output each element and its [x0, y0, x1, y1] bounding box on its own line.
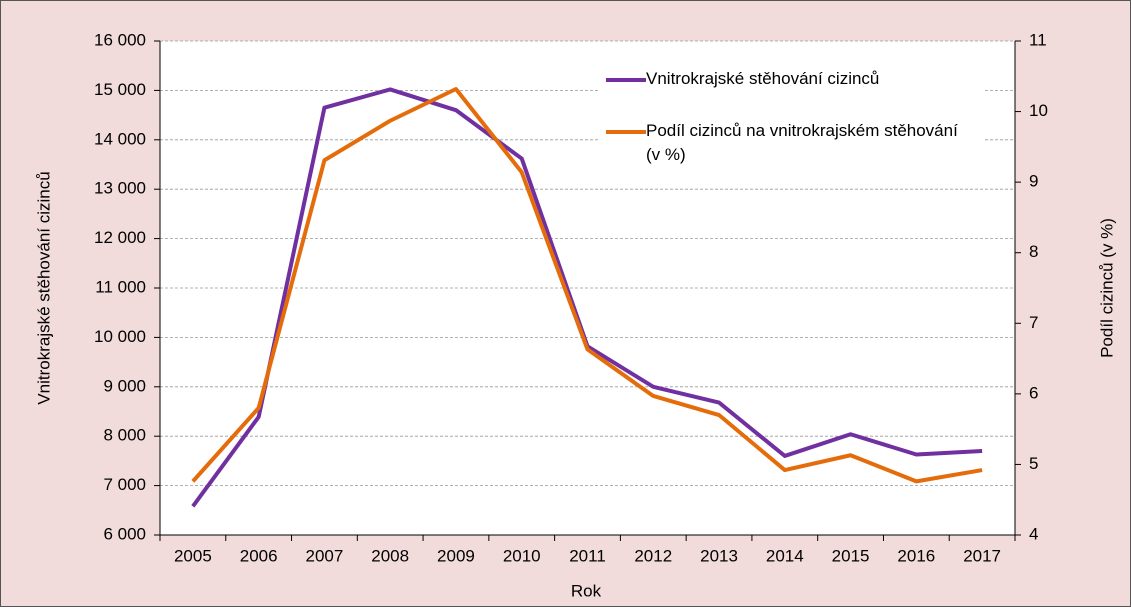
- y-tick-label: 11 000: [95, 277, 146, 296]
- x-tick-label: 2016: [897, 546, 935, 565]
- x-tick-label: 2012: [634, 546, 672, 565]
- y2-tick-label: 7: [1029, 313, 1038, 332]
- legend-item: Vnitrokrajské stěhování cizinců: [646, 69, 880, 88]
- y-axis-title: Vnitrokrajské stěhování cizinců: [34, 171, 53, 404]
- y2-axis-title: Podíl cizinců (v %): [1097, 218, 1116, 358]
- y-tick-label: 7 000: [103, 475, 146, 494]
- y-tick-label: 9 000: [103, 376, 146, 395]
- y-tick-label: 8 000: [103, 426, 146, 445]
- x-tick-label: 2009: [437, 546, 475, 565]
- y2-tick-label: 6: [1029, 383, 1038, 402]
- y-tick-label: 6 000: [103, 524, 146, 543]
- x-tick-label: 2006: [240, 546, 278, 565]
- x-tick-label: 2017: [963, 546, 1001, 565]
- series-line: [191, 86, 983, 484]
- y-tick-label: 14 000: [94, 129, 146, 148]
- legend-label: Podíl cizinců na vnitrokrajském stěhován…: [646, 121, 958, 164]
- y-tick-label: 16 000: [94, 30, 146, 49]
- y2-tick-label: 5: [1029, 454, 1038, 473]
- x-tick-label: 2005: [174, 546, 212, 565]
- x-tick-label: 2010: [503, 546, 541, 565]
- legend-box: [600, 62, 985, 175]
- legend-label: Vnitrokrajské stěhování cizinců: [646, 69, 880, 88]
- y-tick-label: 12 000: [94, 228, 146, 247]
- y-tick-label: 10 000: [94, 327, 146, 346]
- x-tick-label: 2014: [766, 546, 804, 565]
- x-tick-label: 2013: [700, 546, 738, 565]
- y2-tick-label: 4: [1029, 524, 1038, 543]
- x-tick-label: 2008: [371, 546, 409, 565]
- y-tick-label: 15 000: [94, 80, 146, 99]
- y2-tick-label: 11: [1029, 30, 1047, 49]
- x-tick-label: 2007: [306, 546, 344, 565]
- y2-tick-label: 9: [1029, 172, 1038, 191]
- y2-tick-label: 8: [1029, 242, 1038, 261]
- x-tick-label: 2015: [832, 546, 870, 565]
- y-tick-label: 13 000: [94, 179, 146, 198]
- x-tick-label: 2011: [569, 546, 606, 565]
- legend-item: Podíl cizinců na vnitrokrajském stěhován…: [646, 121, 958, 164]
- x-axis-title: Rok: [571, 581, 602, 600]
- y2-tick-label: 10: [1029, 101, 1048, 120]
